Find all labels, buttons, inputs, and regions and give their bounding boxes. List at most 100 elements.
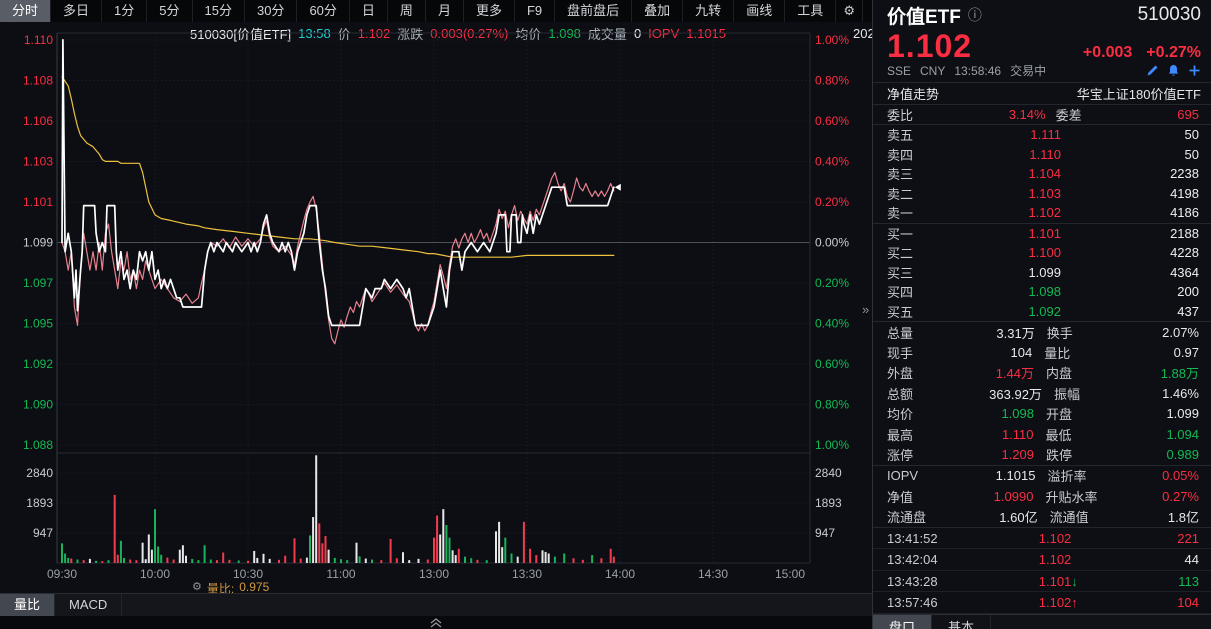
volume-bar	[454, 555, 457, 563]
nav-trend-row[interactable]: 净值走势 华宝上证180价值ETF	[873, 82, 1211, 105]
volume-bar	[129, 559, 132, 563]
bid-label: 买五	[887, 304, 914, 320]
indicator-tab-volume-ratio[interactable]: 量比	[0, 594, 56, 616]
indicator-tab-macd[interactable]: MACD	[55, 594, 123, 616]
bid-row[interactable]: 买三 1.099 4364	[873, 263, 1211, 283]
volume-bar	[113, 494, 116, 563]
volume-bar	[591, 555, 594, 563]
tick-price: 1.102	[1038, 552, 1072, 568]
time-axis-label: 09:30	[47, 567, 77, 581]
volume-bar	[172, 559, 175, 563]
volume-bar	[572, 558, 575, 563]
tick-row: 13:43:28 1.101 ↓ 113	[873, 571, 1211, 593]
period-tabs: 分时 多日 1分 5分 15分 30分 60分日周月更多	[0, 0, 515, 22]
stats2-divider	[873, 464, 1211, 466]
volume-axis-label: 947	[815, 526, 835, 540]
alert-bell-icon[interactable]	[1167, 64, 1180, 77]
time-sales-list: 13:41:52 1.102 221 13:42:04 1.102 44 13:43:28 1…	[873, 528, 1211, 614]
period-tab-30min[interactable]: 30分	[245, 0, 298, 22]
ask-row[interactable]: 卖二 1.103 4198	[873, 184, 1211, 204]
period-tab-1min[interactable]: 1分	[102, 0, 148, 22]
tick-arrow-up-icon: ↑	[1071, 595, 1078, 611]
volume-bar	[380, 560, 383, 563]
indicator-settings-icon[interactable]: ⚙	[192, 581, 202, 593]
stat-label: 升贴水率	[1045, 489, 1098, 505]
toolbar-item-overlay[interactable]: 叠加	[632, 0, 684, 22]
bid-label: 买二	[887, 246, 914, 262]
ask-label: 卖五	[887, 128, 914, 144]
intraday-chart[interactable]: 1.110 1.00% 1.108 0.80% 1.106 0.60% 1.103 0.40%…	[0, 30, 872, 588]
volume-bar	[324, 536, 327, 563]
volume-bar	[116, 554, 119, 563]
stat-label: IOPV	[887, 468, 919, 484]
period-tab-week[interactable]: 周	[388, 0, 426, 22]
volume-bar	[408, 560, 411, 563]
ask-row[interactable]: 卖四 1.110 50	[873, 145, 1211, 165]
period-tab-intraday[interactable]: 分时	[0, 0, 52, 22]
period-tab-60min[interactable]: 60分	[297, 0, 350, 22]
stat-label: 外盘	[887, 366, 914, 382]
volume-bar	[147, 534, 150, 563]
volume-bar	[76, 559, 79, 563]
panel-collapse-handle[interactable]: »	[862, 302, 870, 317]
volume-bar	[268, 558, 271, 563]
toolbar-item-tools[interactable]: 工具	[785, 0, 837, 22]
volume-bar	[154, 509, 156, 563]
tick-price: 1.102	[1038, 530, 1072, 546]
volume-bar	[464, 556, 466, 563]
toolbar-item-f9[interactable]: F9	[515, 0, 556, 22]
toolbar-item-draw-line[interactable]: 画线	[734, 0, 786, 22]
period-tab-5min[interactable]: 5分	[147, 0, 193, 22]
period-tab-15min[interactable]: 15分	[193, 0, 245, 22]
settings-gear-icon[interactable]: ⚙	[836, 0, 864, 22]
ask-row[interactable]: 卖一 1.102 4186	[873, 203, 1211, 223]
volume-bar	[436, 515, 439, 563]
pct-axis-label: 0.20%	[815, 276, 849, 290]
stat-value: 1.60亿	[999, 510, 1038, 526]
fund-name: 华宝上证180价值ETF	[1076, 87, 1201, 102]
ask-label: 卖二	[887, 186, 914, 202]
volume-bar	[340, 559, 342, 563]
volume-bar	[216, 560, 218, 563]
period-tab-day[interactable]: 日	[350, 0, 388, 22]
volume-bar	[439, 534, 442, 563]
ask-price: 1.104	[1028, 166, 1061, 182]
bid-row[interactable]: 买一 1.101 2188	[873, 224, 1211, 244]
panel-tab-order-book[interactable]: 盘口	[873, 614, 933, 629]
info-icon[interactable]: ⓘ	[967, 7, 982, 23]
time-axis-label: 10:00	[140, 567, 170, 581]
volume-bar	[535, 555, 538, 563]
volume-bar	[470, 558, 473, 563]
ask-row[interactable]: 卖三 1.104 2238	[873, 164, 1211, 184]
volume-bar	[101, 561, 104, 563]
volume-bar	[166, 557, 169, 563]
info-symbol: 510030[价值ETF]	[190, 26, 292, 42]
chevron-up-icon[interactable]	[429, 617, 443, 628]
stat-value: 1.110	[1001, 426, 1034, 442]
period-tab-more[interactable]: 更多	[464, 0, 515, 22]
volume-bar	[119, 540, 122, 563]
volume-bar	[445, 524, 448, 563]
volume-bar	[256, 557, 259, 563]
bid-row[interactable]: 买五 1.092 437	[873, 302, 1211, 322]
time-axis-label: 10:30	[233, 567, 263, 581]
stat-value: 1.1015	[995, 468, 1036, 484]
tick-row: 13:57:46 1.102 ↑ 104	[873, 592, 1211, 614]
edit-pencil-icon[interactable]	[1146, 64, 1159, 77]
bid-row[interactable]: 买四 1.098 200	[873, 282, 1211, 302]
ask-volume: 2238	[1170, 166, 1199, 182]
bid-row[interactable]: 买二 1.100 4228	[873, 243, 1211, 263]
ask-price: 1.102	[1028, 205, 1061, 221]
tick-time: 13:42:04	[887, 552, 938, 568]
toolbar-item-nine-turn[interactable]: 九转	[683, 0, 735, 22]
add-plus-icon[interactable]	[1188, 64, 1201, 77]
volume-bar	[553, 556, 556, 563]
panel-tab-fundamentals[interactable]: 基本	[932, 614, 992, 629]
toolbar-item-pre-post-market[interactable]: 盘前盘后	[555, 0, 633, 22]
ask-row[interactable]: 卖五 1.111 50	[873, 125, 1211, 145]
volume-bar	[433, 537, 435, 563]
volume-bar	[228, 559, 231, 563]
period-tab-multi-day[interactable]: 多日	[51, 0, 103, 22]
period-tab-month[interactable]: 月	[426, 0, 464, 22]
